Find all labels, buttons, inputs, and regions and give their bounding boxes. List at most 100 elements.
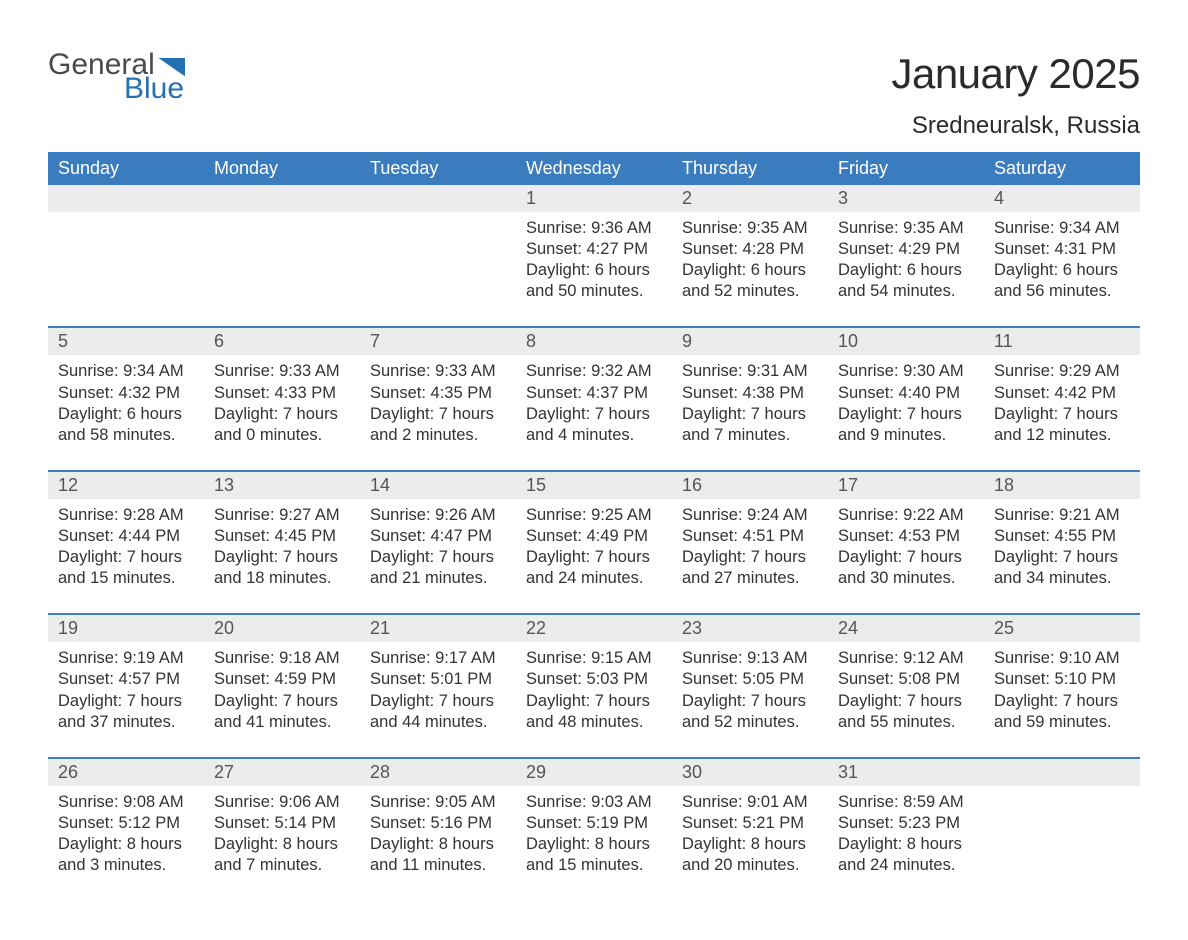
daylight1-text: Daylight: 7 hours	[58, 691, 194, 712]
day-cell: Sunrise: 9:15 AMSunset: 5:03 PMDaylight:…	[516, 642, 672, 756]
daylight1-text: Daylight: 7 hours	[214, 547, 350, 568]
daylight2-text: and 56 minutes.	[994, 281, 1130, 302]
day-number	[48, 185, 204, 212]
daylight1-text: Daylight: 7 hours	[838, 691, 974, 712]
daylight2-text: and 37 minutes.	[58, 712, 194, 733]
sunrise-text: Sunrise: 9:17 AM	[370, 648, 506, 669]
sunrise-text: Sunrise: 9:06 AM	[214, 792, 350, 813]
sunrise-text: Sunrise: 8:59 AM	[838, 792, 974, 813]
day-number: 26	[48, 759, 204, 786]
day-number: 28	[360, 759, 516, 786]
daylight2-text: and 9 minutes.	[838, 425, 974, 446]
day-cell: Sunrise: 9:29 AMSunset: 4:42 PMDaylight:…	[984, 355, 1140, 469]
sunset-text: Sunset: 4:38 PM	[682, 383, 818, 404]
day-cell: Sunrise: 9:24 AMSunset: 4:51 PMDaylight:…	[672, 499, 828, 613]
day-cell: Sunrise: 9:01 AMSunset: 5:21 PMDaylight:…	[672, 786, 828, 900]
day-cell: Sunrise: 9:21 AMSunset: 4:55 PMDaylight:…	[984, 499, 1140, 613]
day-number: 13	[204, 472, 360, 499]
sunrise-text: Sunrise: 9:35 AM	[682, 218, 818, 239]
sunrise-text: Sunrise: 9:34 AM	[994, 218, 1130, 239]
daylight1-text: Daylight: 7 hours	[370, 547, 506, 568]
daylight2-text: and 59 minutes.	[994, 712, 1130, 733]
day-cell: Sunrise: 9:34 AMSunset: 4:32 PMDaylight:…	[48, 355, 204, 469]
day-number: 15	[516, 472, 672, 499]
daylight1-text: Daylight: 7 hours	[994, 691, 1130, 712]
sunrise-text: Sunrise: 9:15 AM	[526, 648, 662, 669]
sunset-text: Sunset: 4:31 PM	[994, 239, 1130, 260]
daylight1-text: Daylight: 7 hours	[682, 691, 818, 712]
calendar: Sunday Monday Tuesday Wednesday Thursday…	[48, 152, 1140, 900]
week-row: 262728293031Sunrise: 9:08 AMSunset: 5:12…	[48, 757, 1140, 900]
day-number: 11	[984, 328, 1140, 355]
daylight1-text: Daylight: 7 hours	[526, 404, 662, 425]
day-number: 18	[984, 472, 1140, 499]
daynum-row: 567891011	[48, 328, 1140, 355]
daylight1-text: Daylight: 7 hours	[214, 404, 350, 425]
daylight1-text: Daylight: 6 hours	[682, 260, 818, 281]
day-number: 9	[672, 328, 828, 355]
sunrise-text: Sunrise: 9:19 AM	[58, 648, 194, 669]
sunrise-text: Sunrise: 9:35 AM	[838, 218, 974, 239]
daylight1-text: Daylight: 7 hours	[214, 691, 350, 712]
day-cell: Sunrise: 9:25 AMSunset: 4:49 PMDaylight:…	[516, 499, 672, 613]
day-number	[360, 185, 516, 212]
day-number: 14	[360, 472, 516, 499]
sunrise-text: Sunrise: 9:13 AM	[682, 648, 818, 669]
sunset-text: Sunset: 4:53 PM	[838, 526, 974, 547]
daylight2-text: and 2 minutes.	[370, 425, 506, 446]
day-number: 4	[984, 185, 1140, 212]
day-number: 19	[48, 615, 204, 642]
daylight1-text: Daylight: 8 hours	[526, 834, 662, 855]
week-row: 19202122232425Sunrise: 9:19 AMSunset: 4:…	[48, 613, 1140, 756]
day-cell	[48, 212, 204, 326]
day-cell: Sunrise: 9:31 AMSunset: 4:38 PMDaylight:…	[672, 355, 828, 469]
sunrise-text: Sunrise: 9:33 AM	[214, 361, 350, 382]
sunrise-text: Sunrise: 9:27 AM	[214, 505, 350, 526]
sunrise-text: Sunrise: 9:05 AM	[370, 792, 506, 813]
sunrise-text: Sunrise: 9:31 AM	[682, 361, 818, 382]
day-number: 7	[360, 328, 516, 355]
sunset-text: Sunset: 4:57 PM	[58, 669, 194, 690]
day-cell: Sunrise: 9:36 AMSunset: 4:27 PMDaylight:…	[516, 212, 672, 326]
daylight1-text: Daylight: 8 hours	[214, 834, 350, 855]
weekday-header: Thursday	[672, 152, 828, 185]
daylight1-text: Daylight: 7 hours	[526, 691, 662, 712]
daylight1-text: Daylight: 8 hours	[370, 834, 506, 855]
month-title: January 2025	[891, 50, 1140, 98]
sunset-text: Sunset: 4:33 PM	[214, 383, 350, 404]
sunset-text: Sunset: 5:21 PM	[682, 813, 818, 834]
day-cell: Sunrise: 9:06 AMSunset: 5:14 PMDaylight:…	[204, 786, 360, 900]
day-cell: Sunrise: 9:08 AMSunset: 5:12 PMDaylight:…	[48, 786, 204, 900]
header: General Blue January 2025 Sredneuralsk, …	[48, 50, 1140, 140]
weekday-header: Friday	[828, 152, 984, 185]
day-number: 10	[828, 328, 984, 355]
weekday-header: Saturday	[984, 152, 1140, 185]
sunrise-text: Sunrise: 9:22 AM	[838, 505, 974, 526]
sunrise-text: Sunrise: 9:26 AM	[370, 505, 506, 526]
sunset-text: Sunset: 5:10 PM	[994, 669, 1130, 690]
sunrise-text: Sunrise: 9:08 AM	[58, 792, 194, 813]
day-cell: Sunrise: 9:18 AMSunset: 4:59 PMDaylight:…	[204, 642, 360, 756]
day-cell: Sunrise: 9:05 AMSunset: 5:16 PMDaylight:…	[360, 786, 516, 900]
daylight2-text: and 7 minutes.	[214, 855, 350, 876]
daylight2-text: and 54 minutes.	[838, 281, 974, 302]
sunset-text: Sunset: 5:03 PM	[526, 669, 662, 690]
day-number: 2	[672, 185, 828, 212]
daylight2-text: and 48 minutes.	[526, 712, 662, 733]
day-number: 3	[828, 185, 984, 212]
sunset-text: Sunset: 4:32 PM	[58, 383, 194, 404]
daynum-row: 12131415161718	[48, 472, 1140, 499]
daylight1-text: Daylight: 6 hours	[838, 260, 974, 281]
day-cell	[984, 786, 1140, 900]
daylight1-text: Daylight: 7 hours	[994, 404, 1130, 425]
weekday-header: Sunday	[48, 152, 204, 185]
logo-top: General	[48, 50, 185, 80]
daylight1-text: Daylight: 7 hours	[58, 547, 194, 568]
sunrise-text: Sunrise: 9:12 AM	[838, 648, 974, 669]
weekday-header: Monday	[204, 152, 360, 185]
daylight2-text: and 24 minutes.	[838, 855, 974, 876]
day-number: 22	[516, 615, 672, 642]
day-cell: Sunrise: 9:19 AMSunset: 4:57 PMDaylight:…	[48, 642, 204, 756]
day-number: 24	[828, 615, 984, 642]
daylight2-text: and 41 minutes.	[214, 712, 350, 733]
